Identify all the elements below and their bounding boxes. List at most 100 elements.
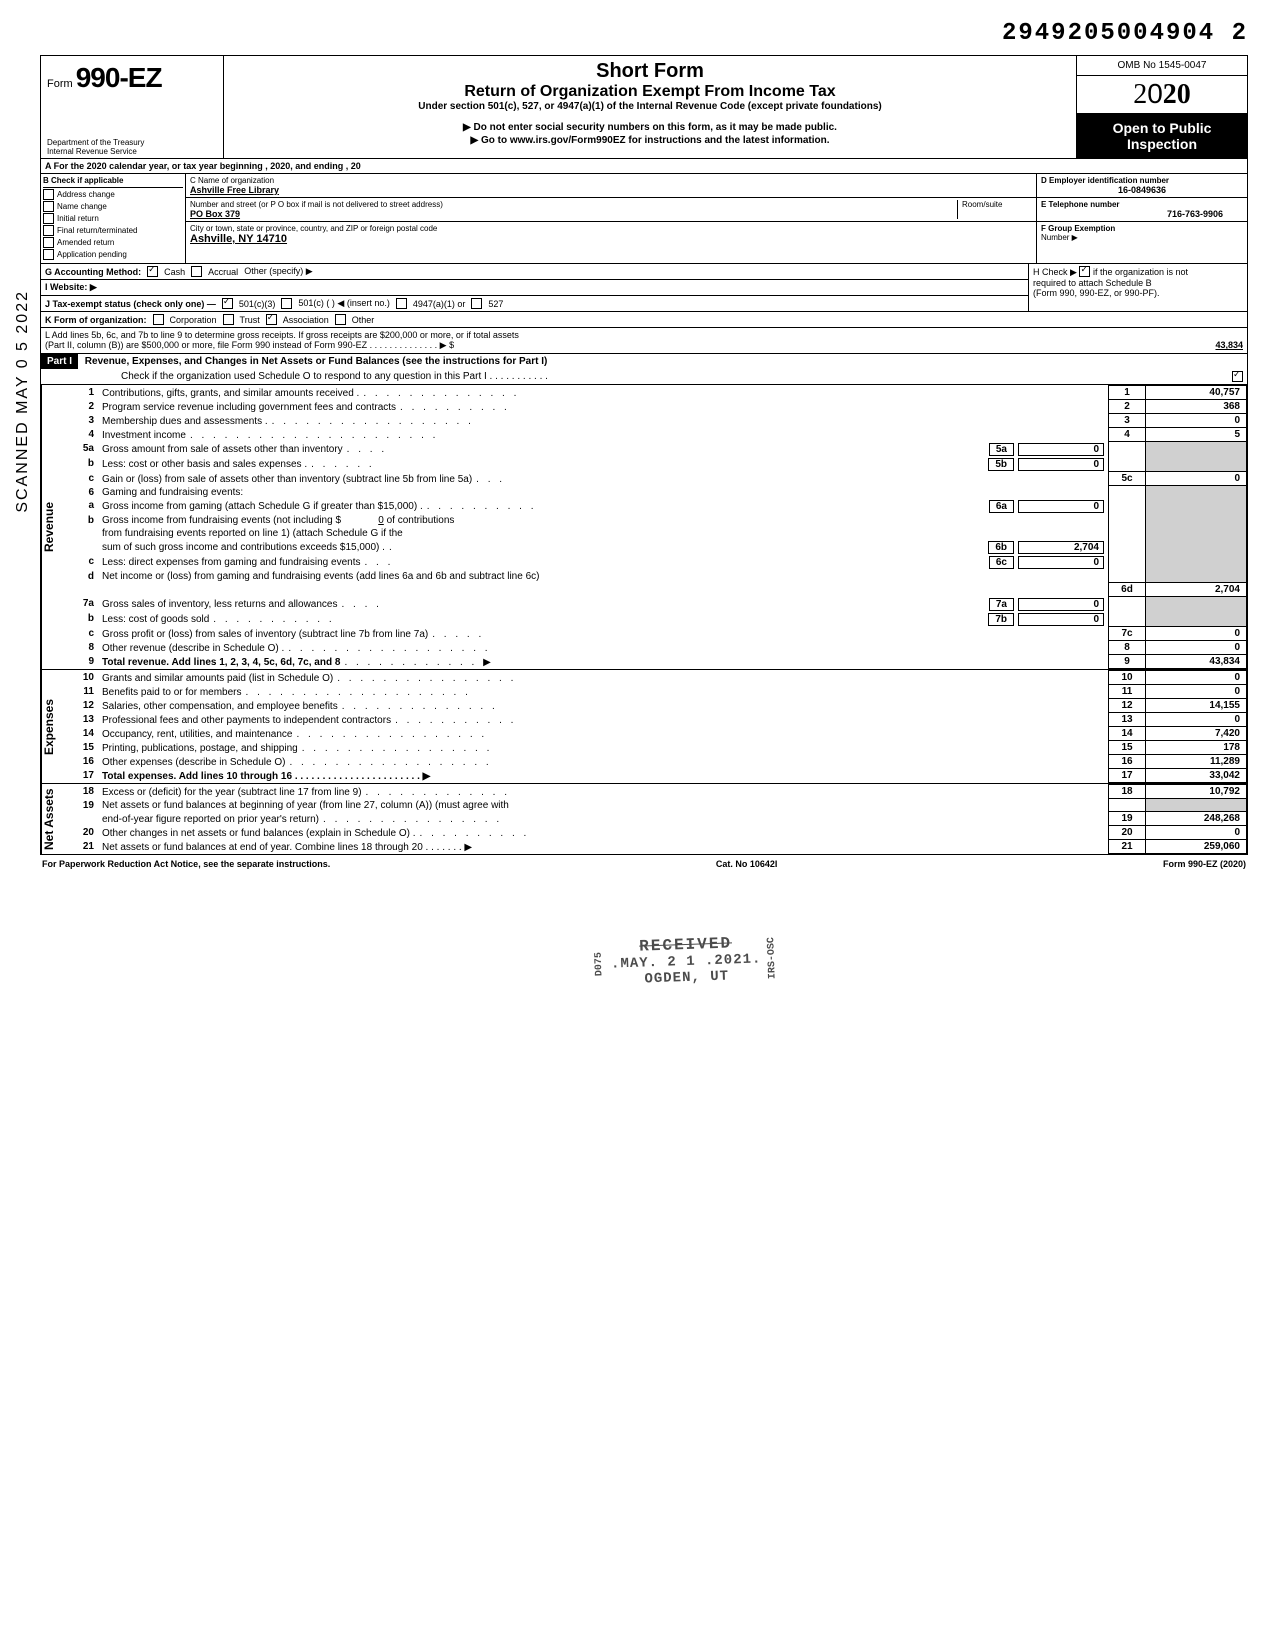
line-7a-mval: 0 xyxy=(1018,598,1104,611)
line-11-desc: Benefits paid to or for members xyxy=(102,687,242,698)
line-7a-desc: Gross sales of inventory, less returns a… xyxy=(102,599,337,610)
line-11-num: 11 xyxy=(64,685,98,699)
form-prefix: Form xyxy=(47,78,73,90)
checkbox-association[interactable] xyxy=(266,314,277,325)
checkbox-application-pending[interactable] xyxy=(43,249,54,260)
label-address-change: Address change xyxy=(57,190,115,199)
line-8-num: 8 xyxy=(64,641,98,655)
label-association: Association xyxy=(283,315,329,325)
line-h-3: required to attach Schedule B xyxy=(1033,278,1152,288)
header-left: Form 990-EZ Department of the Treasury I… xyxy=(41,56,224,158)
line-12-val: 14,155 xyxy=(1146,699,1247,713)
line-5b-mbox: 5b xyxy=(988,458,1014,471)
checkbox-address-change[interactable] xyxy=(43,189,54,200)
line-a: A For the 2020 calendar year, or tax yea… xyxy=(41,159,1247,174)
street: PO Box 379 xyxy=(190,209,957,219)
line-6d-num: d xyxy=(64,570,98,583)
line-7b-num: b xyxy=(64,612,98,627)
section-d-e-f: D Employer identification number 16-0849… xyxy=(1037,174,1247,263)
checkbox-amended-return[interactable] xyxy=(43,237,54,248)
line-21-box: 21 xyxy=(1109,840,1146,854)
line-16-desc: Other expenses (describe in Schedule O) xyxy=(102,757,285,768)
line-6d-box: 6d xyxy=(1109,583,1146,597)
footer: For Paperwork Reduction Act Notice, see … xyxy=(40,855,1248,873)
line-6d-desc: Net income or (loss) from gaming and fun… xyxy=(98,570,1109,583)
line-5a-desc: Gross amount from sale of assets other t… xyxy=(102,444,343,455)
line-5c-val: 0 xyxy=(1146,472,1247,486)
line-13-num: 13 xyxy=(64,713,98,727)
open-to-public: Open to Public xyxy=(1079,120,1245,136)
line-19-val: 248,268 xyxy=(1146,812,1247,826)
city-label: City or town, state or province, country… xyxy=(190,224,1032,233)
line-8-box: 8 xyxy=(1109,641,1146,655)
line-21-val: 259,060 xyxy=(1146,840,1247,854)
line-10-desc: Grants and similar amounts paid (list in… xyxy=(102,673,333,684)
checkbox-501c3[interactable] xyxy=(222,298,233,309)
line-3-val: 0 xyxy=(1146,414,1247,428)
checkbox-schedule-o-part1[interactable] xyxy=(1232,371,1243,382)
label-501c: 501(c) ( ) ◀ (insert no.) xyxy=(298,298,389,309)
line-3-desc: Membership dues and assessments . xyxy=(102,416,268,427)
line-7c-num: c xyxy=(64,627,98,641)
line-14-box: 14 xyxy=(1109,727,1146,741)
header-center: Short Form Return of Organization Exempt… xyxy=(224,56,1076,158)
line-6b-d1: Gross income from fundraising events (no… xyxy=(102,515,341,526)
checkbox-cash[interactable] xyxy=(147,266,158,277)
checkbox-corporation[interactable] xyxy=(153,314,164,325)
stamp-side2: IRS-OSC xyxy=(767,937,779,979)
checkbox-501c[interactable] xyxy=(281,298,292,309)
line-10-val: 0 xyxy=(1146,671,1247,685)
line-4-num: 4 xyxy=(64,428,98,442)
checkbox-4947[interactable] xyxy=(396,298,407,309)
checkbox-accrual[interactable] xyxy=(191,266,202,277)
checkbox-final-return[interactable] xyxy=(43,225,54,236)
line-6d-val: 2,704 xyxy=(1146,583,1247,597)
section-b-header: B Check if applicable xyxy=(43,176,183,188)
label-other-org: Other xyxy=(352,315,375,325)
label-initial-return: Initial return xyxy=(57,214,99,223)
org-name-label: C Name of organization xyxy=(190,176,1032,185)
ein: 16-0849636 xyxy=(1041,185,1243,195)
footer-right: Form 990-EZ (2020) xyxy=(1163,859,1246,869)
line-6a-mval: 0 xyxy=(1018,500,1104,513)
dept-treasury: Department of the Treasury xyxy=(47,138,144,147)
line-5c-desc: Gain or (loss) from sale of assets other… xyxy=(102,474,472,485)
part-1-header: Part I xyxy=(41,354,78,369)
revenue-section: Revenue 1 Contributions, gifts, grants, … xyxy=(41,385,1247,670)
label-final-return: Final return/terminated xyxy=(57,226,137,235)
checkbox-initial-return[interactable] xyxy=(43,213,54,224)
line-20-val: 0 xyxy=(1146,826,1247,840)
subtitle: Under section 501(c), 527, or 4947(a)(1)… xyxy=(232,101,1068,112)
line-8-desc: Other revenue (describe in Schedule O) . xyxy=(102,643,284,654)
label-527: 527 xyxy=(488,299,503,309)
line-4-val: 5 xyxy=(1146,428,1247,442)
checkbox-trust[interactable] xyxy=(223,314,234,325)
line-5c-box: 5c xyxy=(1109,472,1146,486)
omb-number: OMB No 1545-0047 xyxy=(1077,56,1247,76)
line-12-desc: Salaries, other compensation, and employ… xyxy=(102,701,338,712)
side-label-expenses: Expenses xyxy=(41,670,64,783)
line-l-value: 43,834 xyxy=(1153,340,1243,351)
line-13-desc: Professional fees and other payments to … xyxy=(102,715,391,726)
checkbox-527[interactable] xyxy=(471,298,482,309)
line-6b-mval: 2,704 xyxy=(1018,541,1104,554)
line-9-box: 9 xyxy=(1109,655,1146,669)
label-4947: 4947(a)(1) or xyxy=(413,299,466,309)
line-6-desc: Gaming and fundraising events: xyxy=(98,486,1109,499)
short-form-title: Short Form xyxy=(232,60,1068,83)
line-2-desc: Program service revenue including govern… xyxy=(102,402,396,413)
phone: 716-763-9906 xyxy=(1041,209,1243,219)
line-6b-num: b xyxy=(64,514,98,527)
checkbox-no-sched-b[interactable] xyxy=(1079,266,1090,277)
line-9-num: 9 xyxy=(64,655,98,669)
label-corporation: Corporation xyxy=(170,315,217,325)
line-i: I Website: ▶ xyxy=(45,282,97,293)
scanned-stamp: SCANNED MAY 0 5 2022 xyxy=(14,290,32,513)
checkbox-name-change[interactable] xyxy=(43,201,54,212)
checkbox-other-org[interactable] xyxy=(335,314,346,325)
label-application-pending: Application pending xyxy=(57,250,127,259)
line-10-box: 10 xyxy=(1109,671,1146,685)
line-5b-desc: Less: cost or other basis and sales expe… xyxy=(102,459,307,470)
stamp-side1: D075 xyxy=(594,952,606,976)
line-1-desc: Contributions, gifts, grants, and simila… xyxy=(102,388,359,399)
